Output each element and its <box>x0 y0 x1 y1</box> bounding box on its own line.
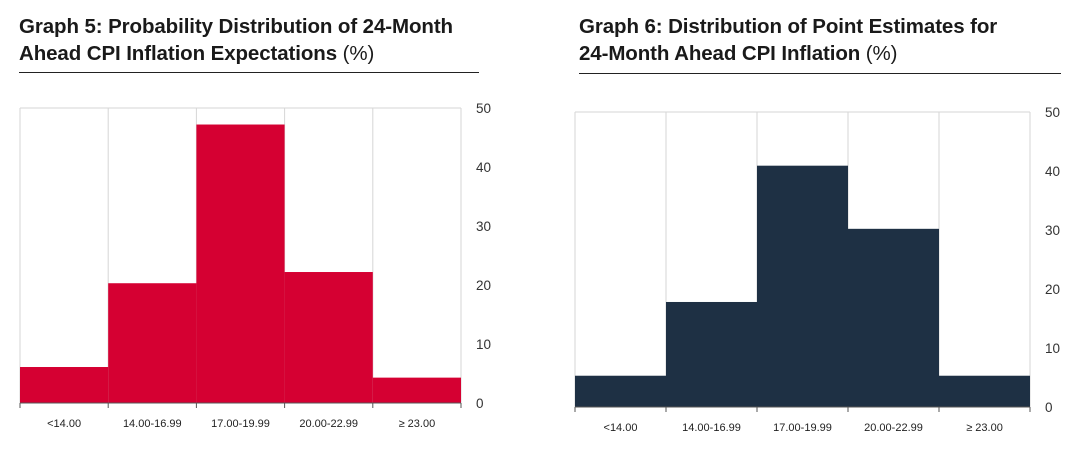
bar <box>108 283 197 403</box>
x-tick-label: 17.00-19.99 <box>773 422 832 434</box>
bar <box>284 272 373 403</box>
y-tick-label: 20 <box>476 278 491 293</box>
x-tick-label: 14.00-16.99 <box>682 422 741 434</box>
title-rule <box>19 72 479 73</box>
y-tick-label: 10 <box>476 337 491 352</box>
chart-title-line1: Graph 6: Distribution of Point Estimates… <box>579 15 998 38</box>
chart-graph6: <14.00 14.00-16.99 17.00-19.99 20.00-22.99 ≥… <box>574 105 1060 434</box>
y-tick-label: 30 <box>1045 223 1060 238</box>
chart-unit: (%) <box>342 42 375 65</box>
bar <box>372 377 461 403</box>
x-tick-label: 20.00-22.99 <box>299 418 358 430</box>
x-tick-label: <14.00 <box>604 422 638 434</box>
chart-title: Graph 6: Distribution of Point Estimates… <box>579 13 997 67</box>
x-tick-label: 20.00-22.99 <box>864 422 923 434</box>
x-tick-label: ≥ 23.00 <box>399 418 436 430</box>
x-tick-label: 14.00-16.99 <box>123 418 182 430</box>
x-tick-label: <14.00 <box>47 418 81 430</box>
y-tick-label: 40 <box>476 160 491 175</box>
chart-panel-graph5: Graph 5: Probability Distribution of 24-… <box>0 0 540 456</box>
chart-title-line2: 24-Month Ahead CPI Inflation <box>579 42 861 65</box>
bar <box>20 367 109 403</box>
x-tick-label: 17.00-19.99 <box>211 418 270 430</box>
chart-graph5: <14.00 14.00-16.99 17.00-19.99 20.00-22.99 ≥… <box>19 101 491 430</box>
y-tick-label: 50 <box>1045 105 1060 120</box>
bars <box>20 124 461 404</box>
x-tick-label: ≥ 23.00 <box>966 422 1003 434</box>
bar <box>939 375 1030 407</box>
title-rule <box>579 73 1061 74</box>
chart-panel-graph6: Graph 6: Distribution of Point Estimates… <box>560 0 1081 456</box>
bar <box>196 124 285 404</box>
bar <box>575 375 666 407</box>
y-tick-label: 20 <box>1045 282 1060 297</box>
bar <box>848 228 939 407</box>
y-tick-label: 50 <box>476 101 491 116</box>
y-tick-label: 30 <box>476 219 491 234</box>
chart-title-line2: Ahead CPI Inflation Expectations <box>19 42 338 65</box>
chart-title-line1: Graph 5: Probability Distribution of 24-… <box>19 15 453 38</box>
bar <box>666 301 757 407</box>
chart-unit: (%) <box>865 42 898 65</box>
y-tick-label: 0 <box>1045 400 1053 415</box>
y-tick-label: 10 <box>1045 341 1060 356</box>
y-tick-label: 40 <box>1045 164 1060 179</box>
bar <box>757 165 848 407</box>
y-tick-label: 0 <box>476 396 484 411</box>
chart-title: Graph 5: Probability Distribution of 24-… <box>19 13 453 67</box>
bars <box>575 165 1030 407</box>
